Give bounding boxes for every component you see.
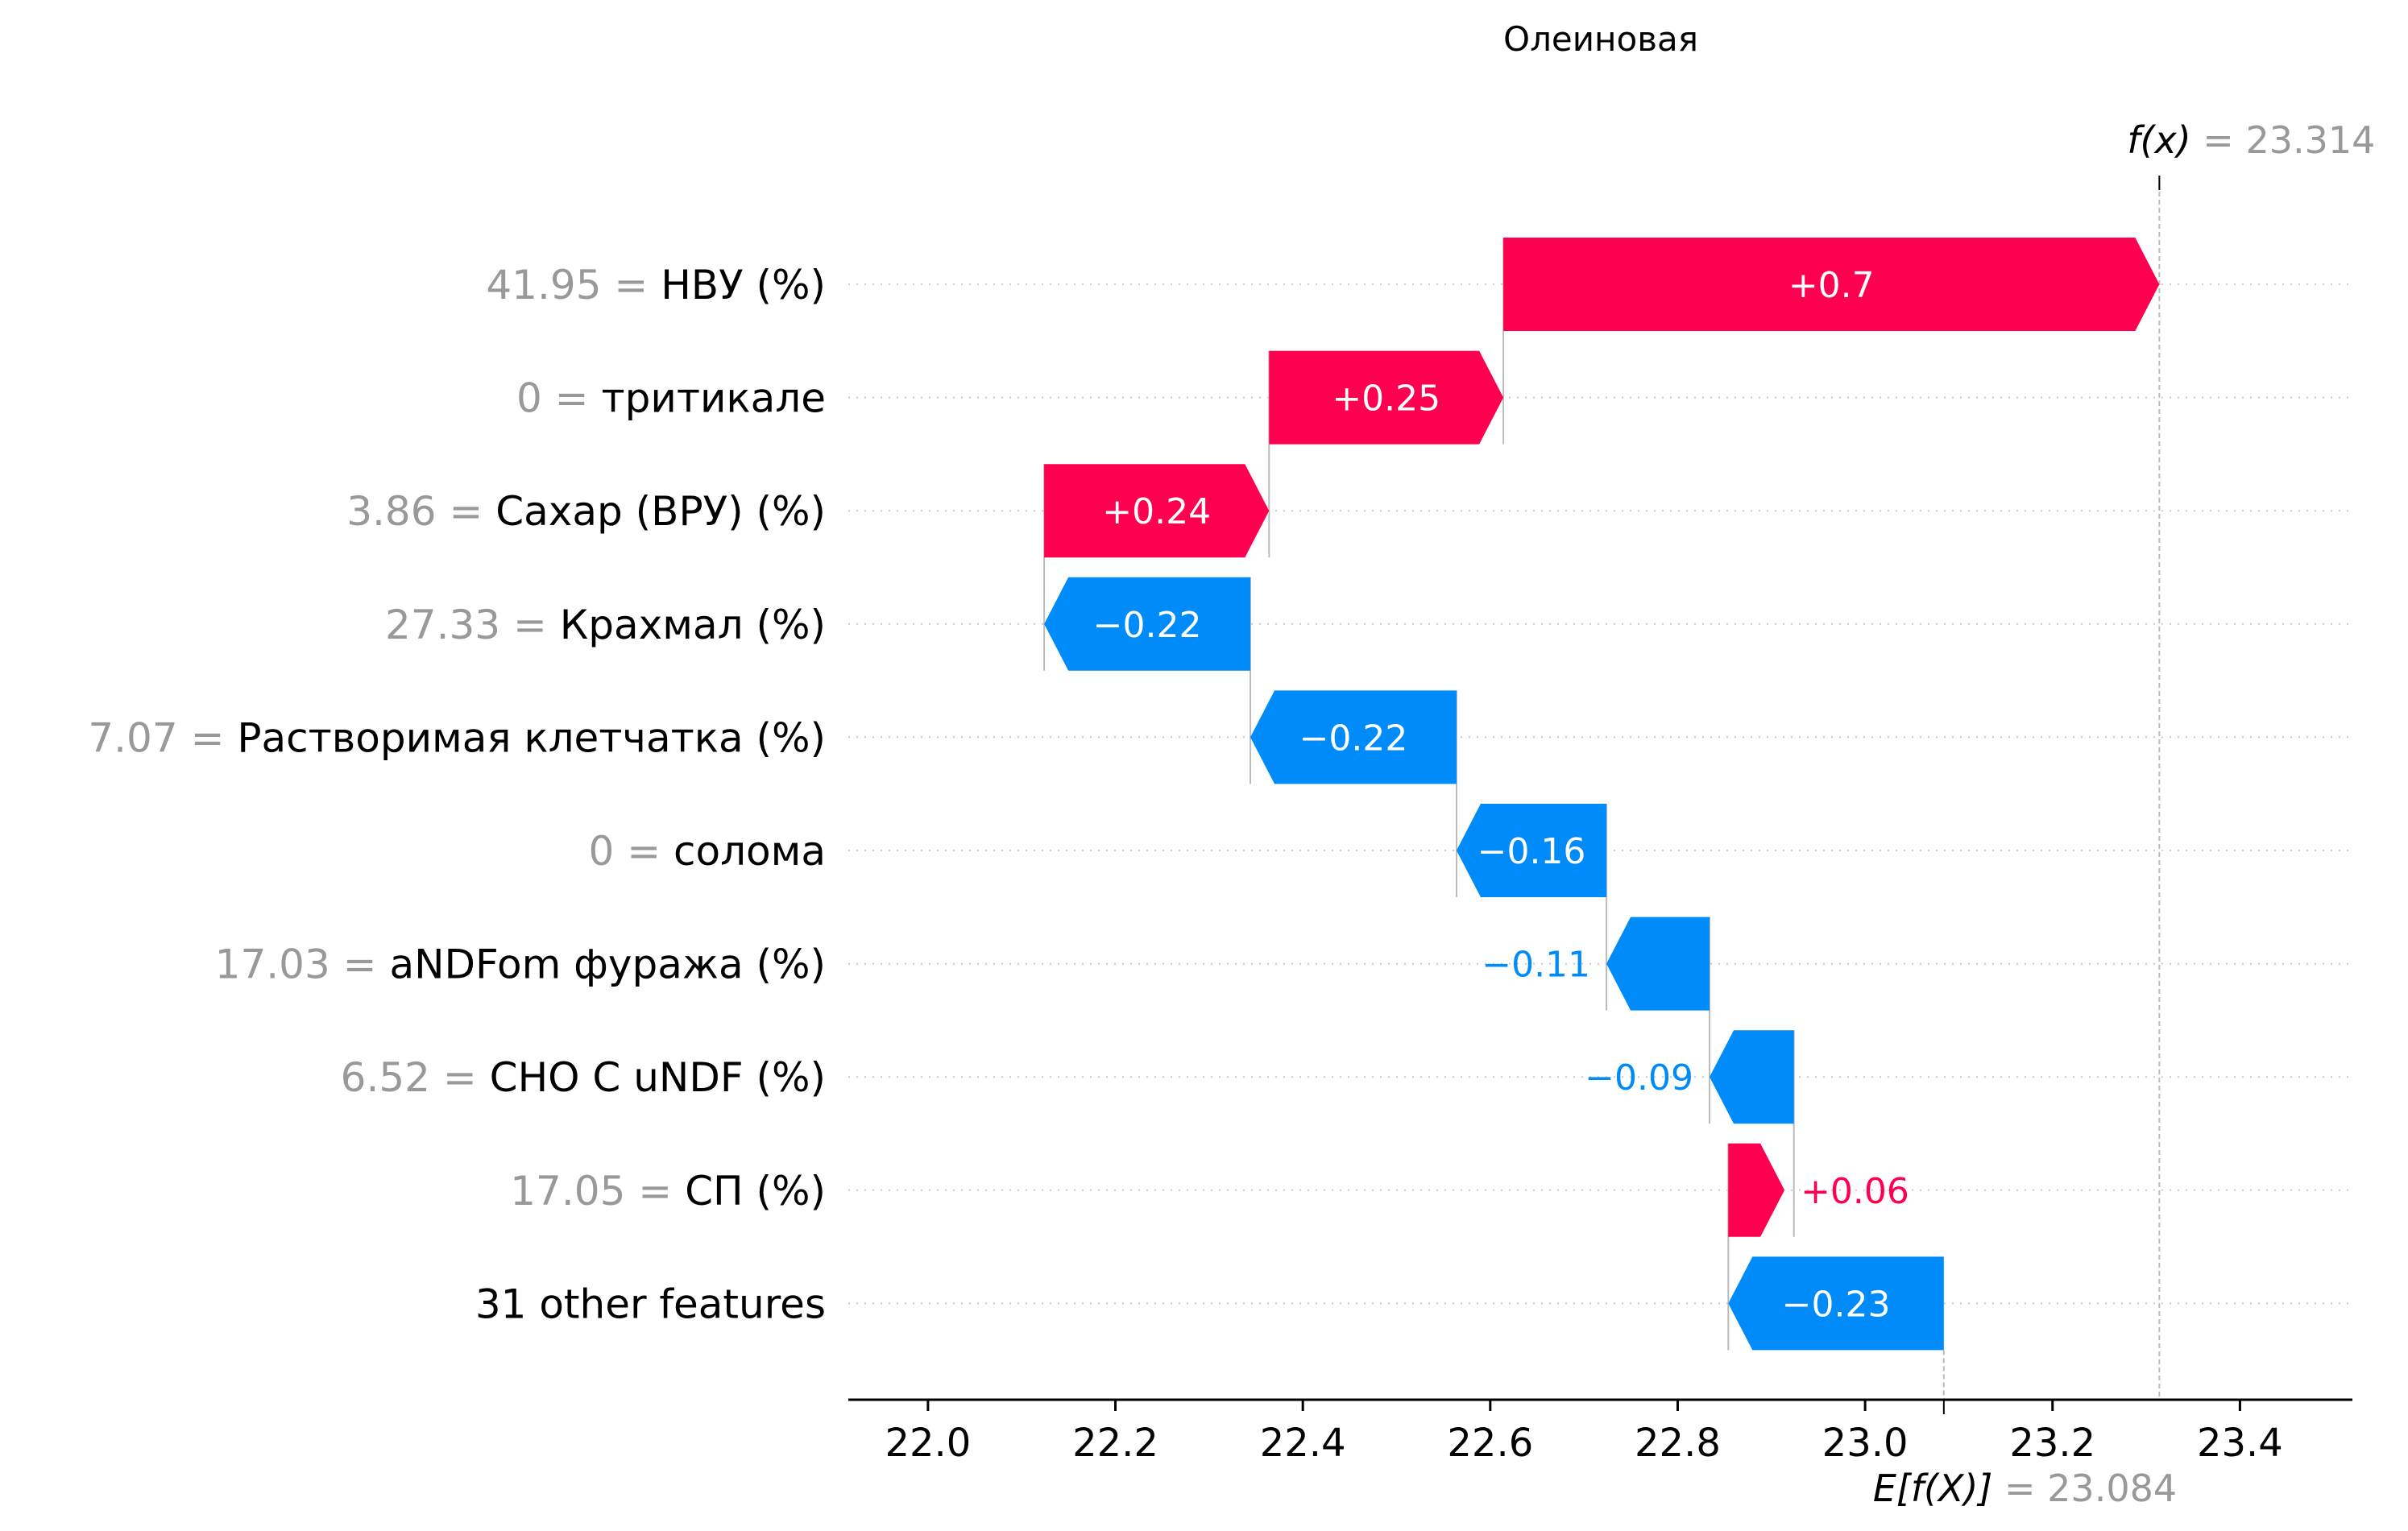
contribution-label: +0.7 [1788,265,1875,306]
feature-value: 27.33 = [385,602,560,648]
feature-name: Крахмал (%) [560,602,826,648]
feature-label: 17.05 = СП (%) [510,1168,826,1214]
feature-name: 31 other features [475,1281,826,1327]
positive-bar [1269,350,1504,445]
grid-layer [848,283,2352,1305]
contribution-label: +0.06 [1801,1171,1909,1212]
feature-label: 27.33 = Крахмал (%) [385,602,826,648]
feature-label: 6.52 = CHO C uNDF (%) [341,1054,826,1101]
feature-name: солома [673,828,826,875]
base-value: = 23.084 [2004,1467,2177,1510]
contribution-label: −0.11 [1482,945,1590,986]
feature-name: CHO C uNDF (%) [490,1054,826,1101]
feature-label: 31 other features [475,1281,826,1327]
feature-name: СП (%) [685,1168,826,1214]
x-tick-label: 22.2 [1072,1421,1158,1466]
contribution-label: +0.25 [1332,379,1440,420]
feature-value: 17.05 = [510,1168,685,1214]
output-label: f(x) [2127,118,2203,162]
feature-name: тритикале [601,375,826,422]
x-tick-label: 23.2 [2009,1421,2095,1466]
base-label: E[f(X)] [1873,1467,2004,1510]
feature-value: 17.03 = [215,941,390,988]
x-axis: 22.0 22.2 22.4 22.6 22.8 23.0 23.2 23.4 [848,1398,2352,1466]
output-value-annotation: f(x) = 23.314 [2127,118,2375,162]
feature-value: 6.52 = [341,1054,490,1101]
feature-name: Растворимая клетчатка (%) [237,714,826,761]
output-value: = 23.314 [2203,118,2375,162]
feature-value: 3.86 = [346,488,495,535]
label-layer: +0.7 41.95 = НВУ (%) +0.25 0 = тритикале +0.… [88,262,1909,1327]
negative-bar [1044,577,1251,671]
feature-label: 7.07 = Растворимая клетчатка (%) [88,714,826,761]
feature-value: 0 = [589,828,674,875]
positive-bar [1728,1143,1785,1237]
feature-label: 17.03 = aNDFom фуража (%) [215,941,826,988]
negative-bar [1606,917,1710,1011]
x-tick-label: 23.4 [2197,1421,2283,1466]
contribution-label: +0.24 [1102,491,1211,532]
contribution-label: −0.16 [1478,831,1586,872]
contribution-label: −0.22 [1299,718,1408,759]
base-value-annotation: E[f(X)] = 23.084 [1873,1467,2177,1510]
connector-layer [1043,176,2161,1400]
x-tick-label: 23.0 [1822,1421,1909,1466]
feature-label: 3.86 = Сахар (ВРУ) (%) [346,488,826,535]
feature-label: 0 = тритикале [516,375,826,422]
positive-bar [1044,464,1270,558]
positive-bar [1503,238,2160,331]
feature-name: НВУ (%) [661,262,826,308]
negative-bar [1728,1256,1944,1351]
x-tick-label: 22.8 [1635,1421,1721,1466]
value-annotations: f(x) = 23.314 E[f(X)] = 23.084 [1873,118,2376,1510]
chart-title: Олеиновая [1503,19,1698,59]
feature-name: Сахар (ВРУ) (%) [495,488,826,535]
x-tick-label: 22.4 [1260,1421,1346,1466]
contribution-label: −0.09 [1585,1057,1693,1099]
feature-value: 41.95 = [486,262,661,308]
negative-bar [1456,804,1607,897]
contribution-label: −0.23 [1782,1284,1891,1325]
feature-value: 7.07 = [88,714,237,761]
x-tick-label: 22.0 [885,1421,971,1466]
feature-label: 0 = солома [589,828,827,875]
negative-bar [1710,1030,1794,1124]
feature-label: 41.95 = НВУ (%) [486,262,826,308]
feature-name: aNDFom фуража (%) [389,941,826,988]
negative-bar [1250,690,1457,784]
feature-value: 0 = [516,375,602,422]
contribution-label: −0.22 [1093,605,1202,646]
x-tick-label: 22.6 [1447,1421,1533,1466]
bar-layer [1044,238,2160,1351]
